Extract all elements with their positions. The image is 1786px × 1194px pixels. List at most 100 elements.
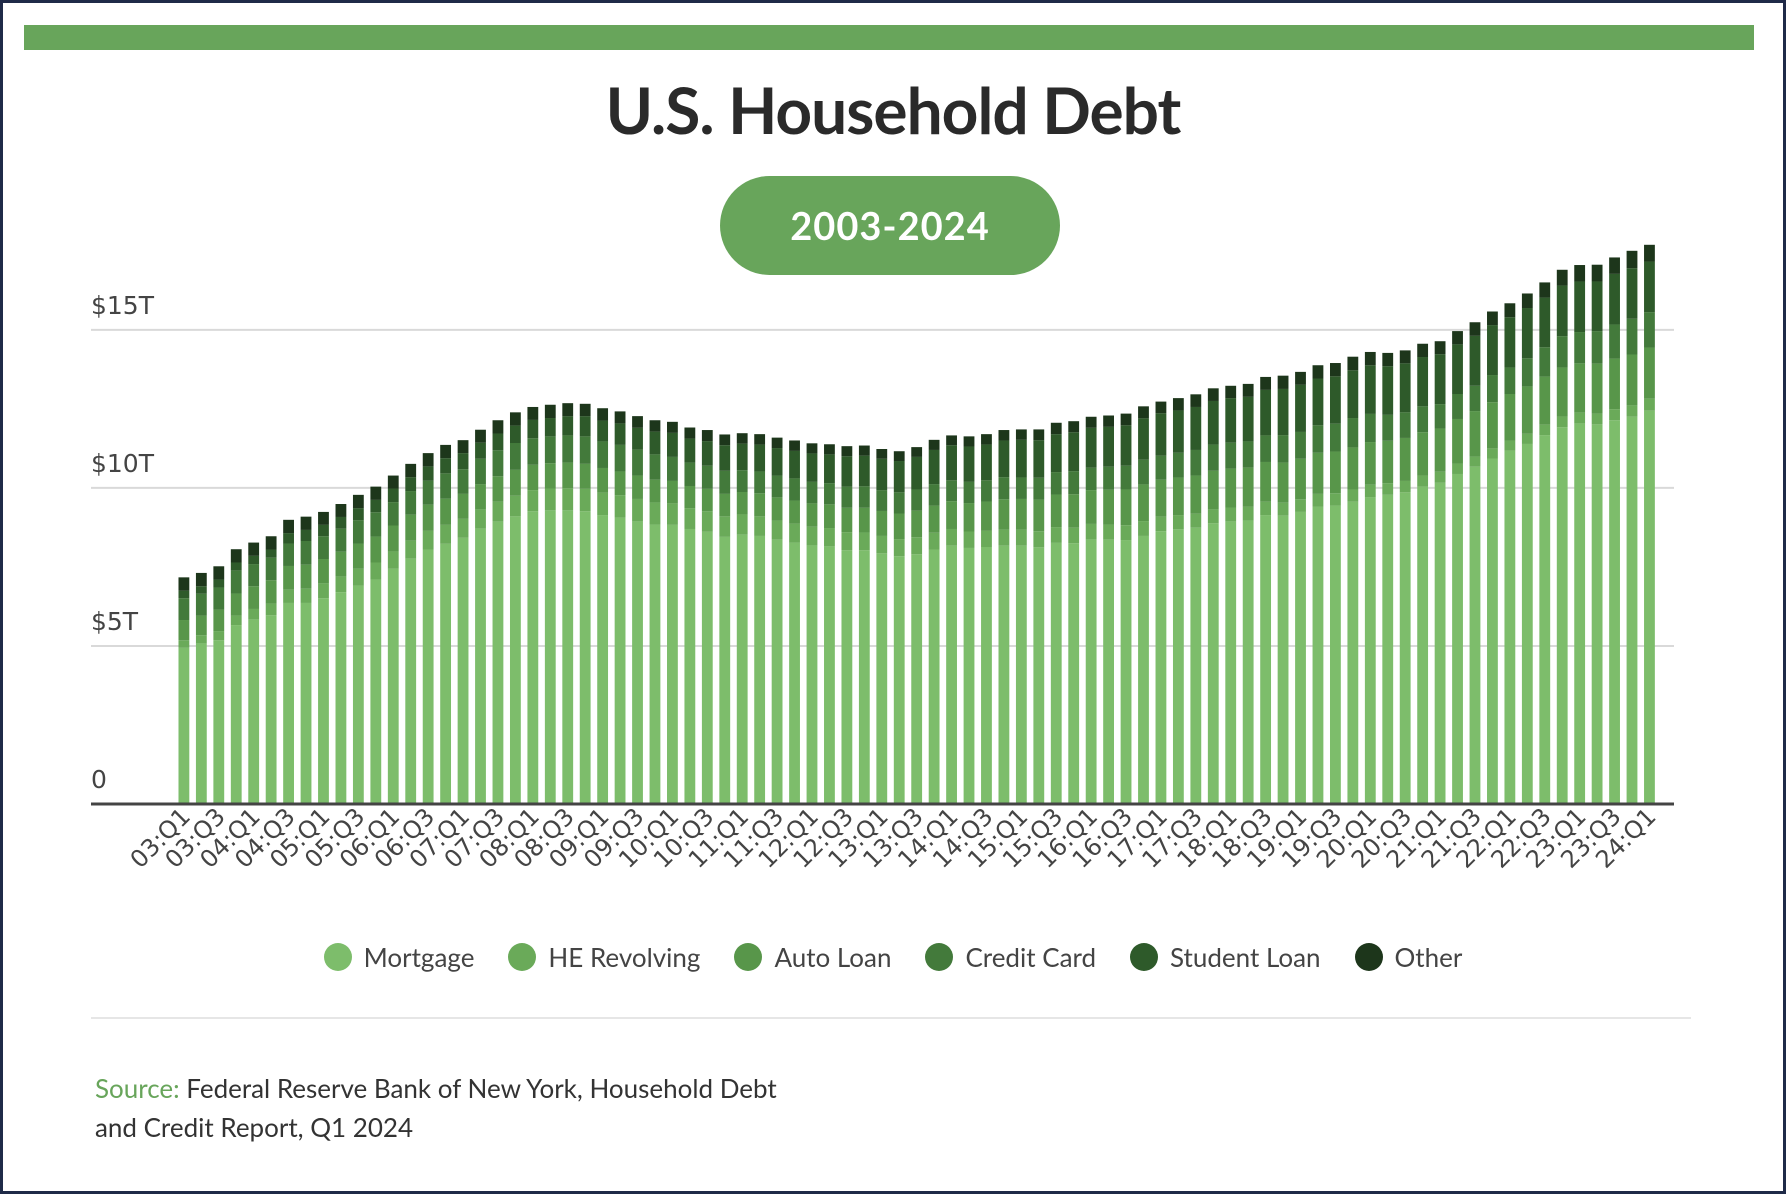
bar-segment: [1138, 521, 1149, 536]
bar-segment: [928, 439, 940, 450]
bar-segment: [754, 471, 766, 494]
bar-segment: [911, 554, 923, 804]
bar-segment: [1644, 398, 1655, 411]
bar-segment: [928, 484, 940, 506]
bar-segment: [318, 583, 329, 599]
bar-segment: [632, 449, 643, 476]
bar-segment: [405, 477, 417, 492]
bar-segment: [789, 542, 800, 804]
bar-segment: [963, 503, 975, 532]
bar-segment: [754, 434, 766, 445]
bar-segment: [283, 565, 294, 590]
bar-segment: [405, 463, 417, 478]
bar-segment: [1609, 273, 1620, 325]
bar-segment: [1504, 303, 1516, 318]
bar-segment: [771, 497, 783, 521]
bar-segment: [405, 514, 417, 541]
bar-segment: [248, 555, 260, 565]
bar-segment: [928, 549, 940, 804]
bar-segment: [370, 536, 382, 563]
bar-segment: [1469, 385, 1481, 412]
bar-segment: [213, 566, 225, 580]
bar-segment: [1644, 244, 1655, 262]
bar-segment: [876, 553, 888, 804]
bar-segment: [405, 491, 417, 515]
bar-segment: [1504, 367, 1516, 395]
bar-segment: [248, 586, 260, 609]
bar-segment: [667, 432, 678, 457]
bar-segment: [1155, 413, 1167, 456]
bar-segment: [1487, 325, 1498, 376]
bar-segment: [1626, 405, 1638, 417]
y-tick-label: 0: [91, 765, 107, 794]
bar-segment: [1242, 520, 1254, 804]
bar-segment: [1504, 394, 1516, 441]
bar-segment: [422, 480, 434, 505]
bar-segment: [509, 412, 521, 426]
bar-segment: [1085, 467, 1097, 491]
bar-segment: [1120, 540, 1132, 804]
bar-segment: [1399, 492, 1411, 804]
bar-segment: [928, 449, 940, 485]
bar-segment: [1068, 421, 1080, 433]
bar-segment: [824, 454, 835, 484]
bar-segment: [195, 586, 207, 594]
bar-segment: [248, 564, 260, 587]
bar-segment: [1556, 285, 1568, 337]
bar-segment: [492, 433, 504, 451]
bar-segment: [475, 442, 486, 459]
top-bar: [24, 25, 1754, 50]
bar-segment: [1347, 489, 1359, 502]
bar-segment: [1103, 524, 1115, 540]
bar-segment: [527, 438, 539, 465]
bar-segment: [1417, 357, 1429, 407]
bar-segment: [1521, 386, 1533, 434]
bar-segment: [667, 503, 678, 525]
bar-segment: [1190, 513, 1202, 528]
bar-segment: [1434, 354, 1446, 405]
bar-segment: [1033, 429, 1045, 441]
bar-segment: [475, 484, 486, 510]
bar-segment: [1539, 435, 1551, 804]
bar-segment: [649, 431, 661, 455]
bar-segment: [1120, 413, 1132, 426]
bar-segment: [963, 531, 975, 548]
bar-segment: [1225, 398, 1237, 443]
bar-segment: [719, 493, 731, 517]
bar-segment: [946, 545, 957, 804]
bar-segment: [335, 551, 347, 577]
bar-segment: [1417, 343, 1429, 358]
bar-segment: [230, 562, 242, 571]
bar-segment: [736, 443, 748, 471]
bar-segment: [1172, 529, 1184, 804]
bar-segment: [719, 470, 731, 494]
bar-segment: [1103, 415, 1115, 427]
bar-segment: [1574, 363, 1586, 413]
bar-segment: [579, 416, 591, 437]
bar-segment: [370, 499, 382, 513]
legend-swatch: [734, 943, 763, 971]
bar-segment: [1487, 311, 1498, 326]
bar-segment: [405, 540, 417, 559]
bar-segment: [475, 528, 486, 804]
bar-segment: [1085, 539, 1097, 804]
legend: Mortgage HE Revolving Auto Loan Credit Card…: [3, 941, 1783, 973]
bar-segment: [335, 504, 347, 517]
bar-segment: [911, 510, 923, 538]
bar-segment: [893, 513, 905, 540]
bar-segment: [283, 589, 294, 603]
bar-segment: [1626, 354, 1638, 406]
bar-segment: [1172, 477, 1184, 516]
bar-segment: [1260, 376, 1272, 390]
bar-segment: [684, 485, 696, 509]
bar-segment: [527, 419, 539, 439]
bar-segment: [1033, 499, 1045, 532]
bar-segment: [178, 620, 190, 641]
bar-segment: [283, 543, 294, 566]
bar-segment: [1452, 418, 1463, 464]
bar-segment: [457, 469, 469, 494]
bar-segment: [806, 443, 818, 454]
bar-segment: [457, 440, 469, 454]
bar-segment: [1364, 413, 1376, 443]
bar-segment: [649, 524, 661, 804]
